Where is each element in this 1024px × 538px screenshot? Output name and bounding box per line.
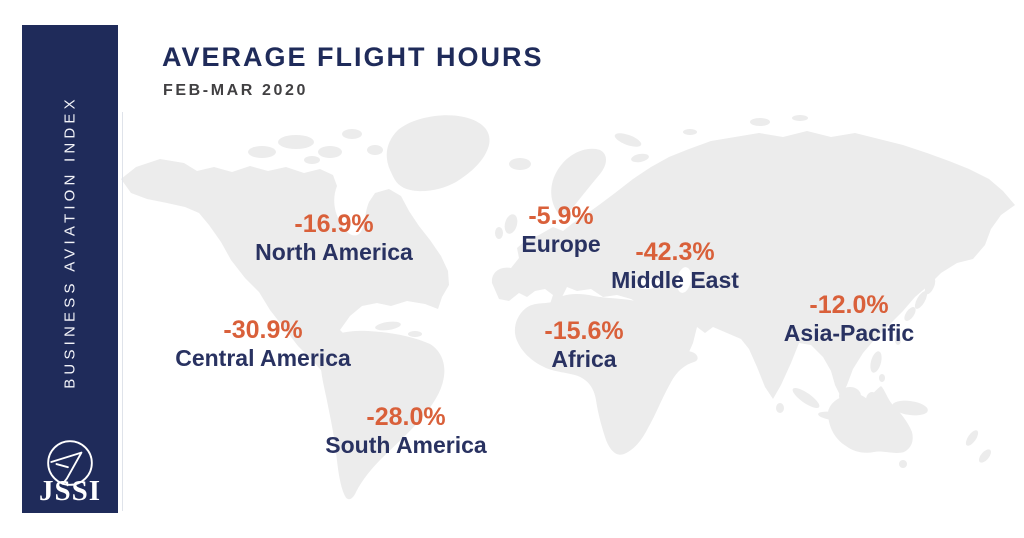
- south-america-landmass: [320, 330, 445, 500]
- arctic-island: [367, 145, 383, 155]
- madagascar-island: [643, 388, 655, 412]
- region-value: -15.6%: [544, 317, 624, 345]
- region-value: -30.9%: [223, 316, 303, 344]
- arctic-island: [342, 129, 362, 139]
- arctic-island: [304, 156, 320, 164]
- region-value: -28.0%: [366, 403, 446, 431]
- arctic-island: [614, 133, 642, 147]
- page-subtitle: FEB-MAR 2020: [163, 82, 309, 99]
- region-label-asia-pacific: -12.0% Asia-Pacific: [784, 290, 914, 347]
- japan-island: [904, 307, 916, 321]
- region-label-south-america: -28.0% South America: [325, 402, 486, 459]
- region-name: Africa: [551, 346, 617, 372]
- new-zealand-island: [965, 430, 979, 446]
- taiwan-island: [895, 335, 901, 345]
- region-label-middle-east: -42.3% Middle East: [611, 237, 739, 294]
- africa-landmass: [514, 294, 698, 455]
- japan-island: [914, 291, 928, 309]
- australia-landmass: [828, 386, 913, 453]
- north-america-landmass: [121, 159, 449, 386]
- jssi-logo-bird-icon: [44, 437, 96, 489]
- greenland-landmass: [386, 115, 490, 192]
- new-guinea-island: [892, 400, 928, 416]
- philippines-island: [870, 351, 882, 373]
- japan-island: [924, 277, 936, 295]
- sri-lanka-island: [776, 403, 784, 413]
- arctic-island: [248, 146, 276, 158]
- new-zealand-island: [979, 449, 991, 463]
- sidebar-vertical-label: BUSINESS AVIATION INDEX: [61, 95, 79, 389]
- tasmania-island: [899, 460, 907, 468]
- arctic-island: [318, 146, 342, 158]
- cuba-landmass: [375, 321, 401, 331]
- arctic-island: [683, 129, 697, 135]
- region-value: -42.3%: [635, 238, 715, 266]
- region-name: Central America: [175, 345, 351, 371]
- region-name: Asia-Pacific: [783, 320, 915, 346]
- region-value: -5.9%: [528, 202, 594, 230]
- region-label-africa: -15.6% Africa: [544, 316, 623, 373]
- arctic-island: [631, 153, 649, 163]
- eurasia-landmass: [491, 131, 1016, 399]
- arctic-island: [792, 115, 808, 121]
- region-name: Middle East: [611, 267, 739, 293]
- region-value: -16.9%: [294, 210, 374, 238]
- sumatra-island: [792, 387, 820, 409]
- brand-sidebar: BUSINESS AVIATION INDEX JSSI: [22, 25, 118, 513]
- caribbean-island: [408, 331, 422, 337]
- region-name: South America: [325, 432, 487, 458]
- jssi-wordmark: JSSI: [38, 475, 102, 507]
- map-left-edge-line: [122, 112, 123, 511]
- caspian-sea: [676, 267, 692, 293]
- page-title: AVERAGE FLIGHT HOURS: [162, 42, 544, 72]
- scandinavia-landmass: [551, 148, 606, 215]
- region-label-north-america: -16.9% North America: [255, 209, 413, 266]
- region-name: Europe: [521, 231, 601, 257]
- region-label-europe: -5.9% Europe: [521, 201, 600, 258]
- region-label-central-america: -30.9% Central America: [175, 315, 351, 372]
- great-britain-landmass: [504, 214, 518, 234]
- arctic-island: [278, 135, 314, 149]
- region-value: -12.0%: [809, 291, 889, 319]
- black-sea: [636, 278, 660, 290]
- iceland-landmass: [509, 158, 531, 170]
- philippines-island: [879, 374, 885, 382]
- ireland-landmass: [495, 227, 503, 239]
- arctic-island: [750, 118, 770, 126]
- region-name: North America: [255, 239, 413, 265]
